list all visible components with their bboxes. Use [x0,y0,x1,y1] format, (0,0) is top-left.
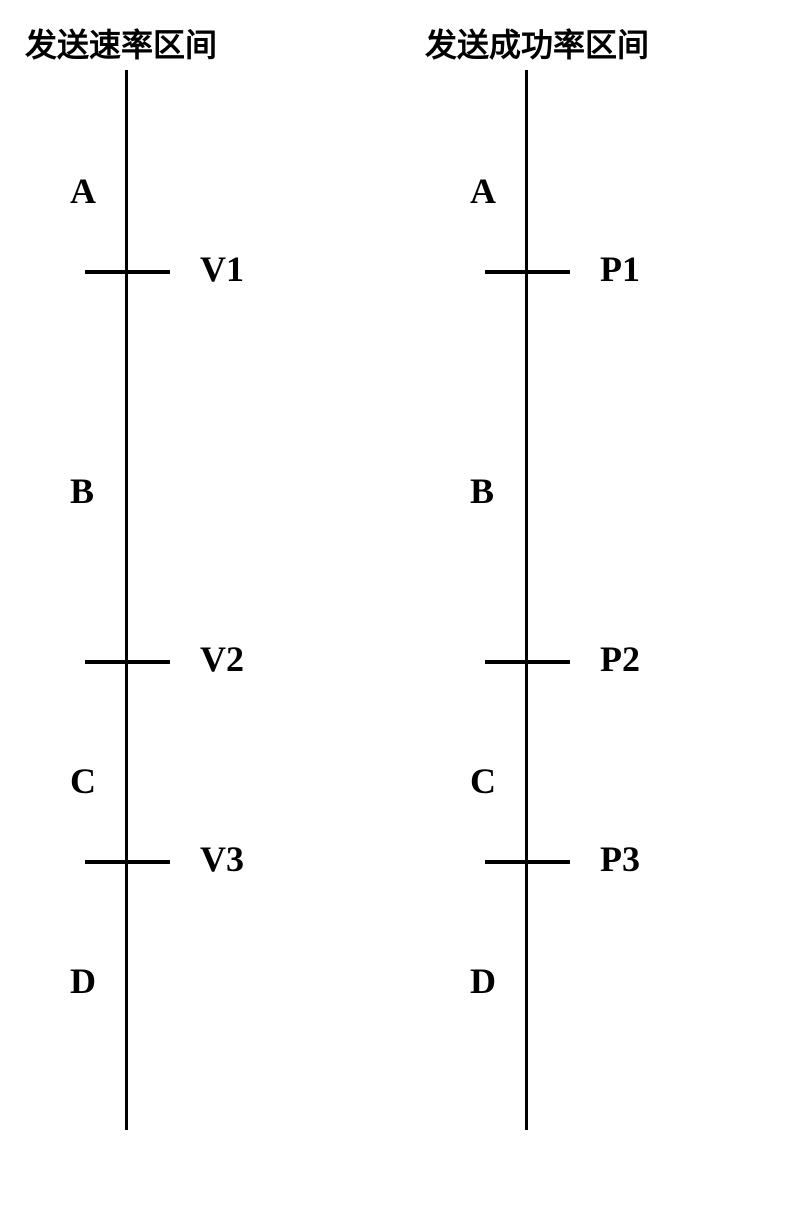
left-interval-b: B [70,470,94,512]
left-interval-d: D [70,960,96,1002]
right-tick-label-p2: P2 [600,638,640,680]
right-tick-p2 [485,660,570,664]
left-interval-a: A [70,170,96,212]
diagram-container: 发送速率区间 A V1 B V2 C V3 D 发送成功率区间 A P1 B P… [0,0,800,1229]
right-tick-label-p1: P1 [600,248,640,290]
left-tick-label-v1: V1 [200,248,244,290]
left-axis-group: 发送速率区间 A V1 B V2 C V3 D [25,20,375,1120]
right-tick-p1 [485,270,570,274]
right-tick-label-p3: P3 [600,838,640,880]
right-interval-b: B [470,470,494,512]
left-axis-title: 发送速率区间 [25,20,217,66]
left-vertical-line [125,70,128,1130]
right-tick-p3 [485,860,570,864]
right-axis-title: 发送成功率区间 [425,20,649,66]
left-tick-v3 [85,860,170,864]
right-axis-group: 发送成功率区间 A P1 B P2 C P3 D [425,20,775,1120]
left-interval-c: C [70,760,96,802]
right-interval-a: A [470,170,496,212]
right-interval-d: D [470,960,496,1002]
left-tick-label-v3: V3 [200,838,244,880]
left-tick-v1 [85,270,170,274]
left-tick-v2 [85,660,170,664]
right-interval-c: C [470,760,496,802]
right-vertical-line [525,70,528,1130]
left-tick-label-v2: V2 [200,638,244,680]
